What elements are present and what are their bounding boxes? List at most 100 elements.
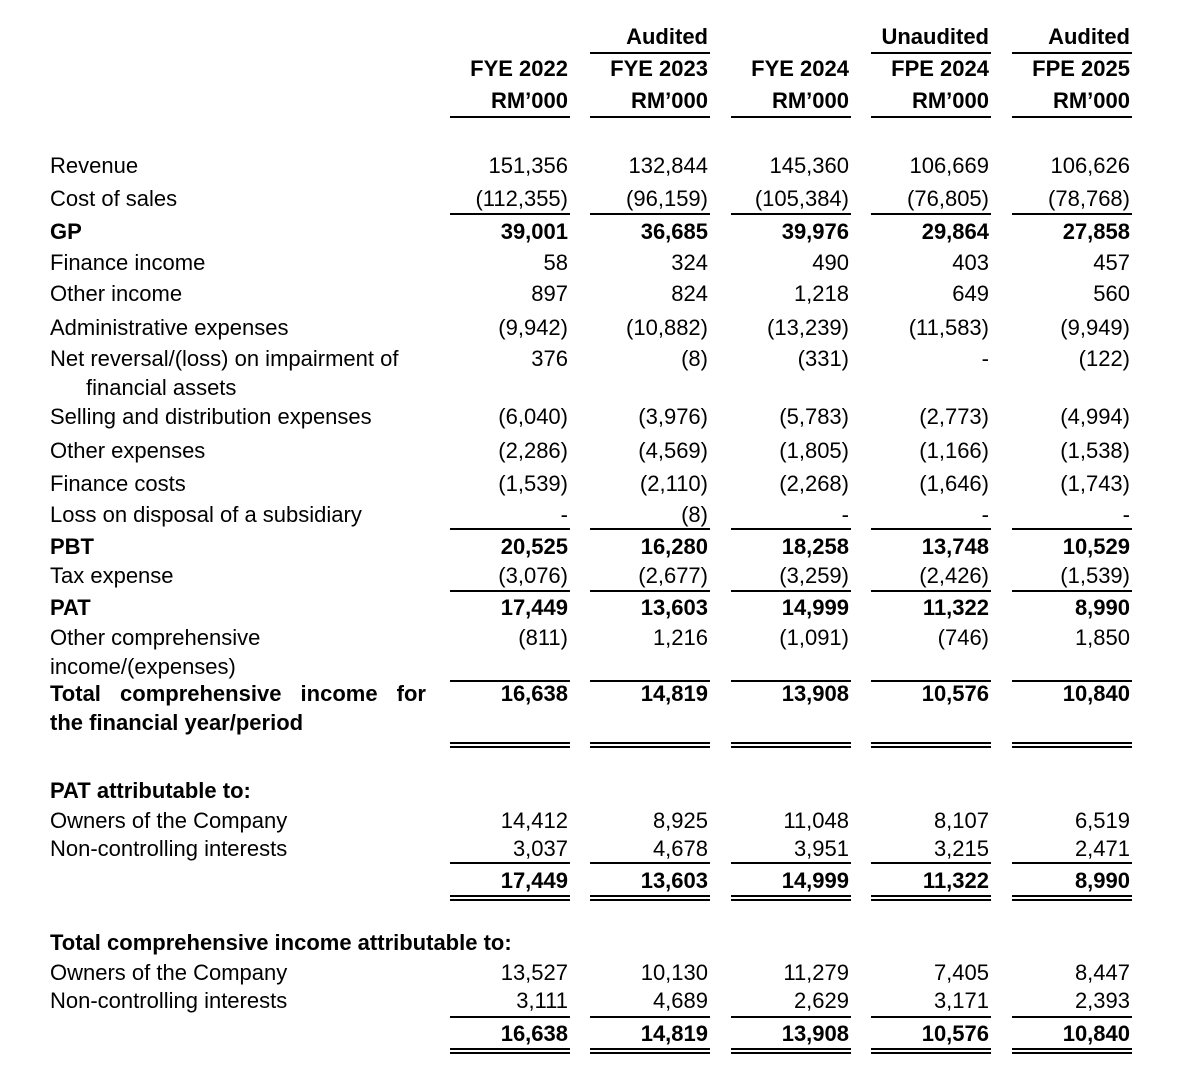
rule xyxy=(1012,746,1132,748)
rule xyxy=(871,590,991,592)
cell-value: 824 xyxy=(671,281,708,306)
rule xyxy=(731,899,851,901)
cell-value: 649 xyxy=(952,281,989,306)
cell-value: 106,669 xyxy=(909,153,989,178)
rule xyxy=(590,116,710,118)
row-label: Finance income xyxy=(50,250,206,275)
cell-value: (811) xyxy=(518,625,568,650)
cell-value: 3,171 xyxy=(933,988,989,1013)
cell-value: (331) xyxy=(797,346,849,371)
section-title: PAT attributable to: xyxy=(50,778,251,803)
rule xyxy=(871,1052,991,1054)
cell-value: (1,805) xyxy=(779,438,849,463)
cell-value: 1,218 xyxy=(793,281,849,306)
cell-value: 6,519 xyxy=(1074,808,1130,833)
cell-value: 106,626 xyxy=(1050,153,1130,178)
cell-value: 14,819 xyxy=(640,1021,708,1046)
cell-value: (1,166) xyxy=(919,438,989,463)
rule xyxy=(731,590,851,592)
cell-value: 10,840 xyxy=(1062,1021,1130,1046)
rule xyxy=(731,1052,851,1054)
row-label: Total comprehensive income for the finan… xyxy=(50,681,426,735)
row-label: Owners of the Company xyxy=(50,808,288,833)
cell-value: (112,355) xyxy=(475,186,568,211)
rule xyxy=(590,52,710,54)
cell-value: (5,783) xyxy=(779,404,849,429)
row-label: Non-controlling interests xyxy=(50,836,288,861)
rule xyxy=(871,1016,991,1018)
rule xyxy=(871,742,991,744)
rule xyxy=(1012,1016,1132,1018)
cell-value: 376 xyxy=(531,346,568,371)
cell-value: (13,239) xyxy=(767,315,849,340)
cell-value: 3,111 xyxy=(516,988,568,1013)
cell-value: (96,159) xyxy=(626,186,708,211)
cell-value: 10,130 xyxy=(640,960,708,985)
cell-value: 13,603 xyxy=(640,595,708,620)
rule xyxy=(731,746,851,748)
cell-value: 29,864 xyxy=(921,219,989,244)
rule xyxy=(1012,1048,1132,1050)
rule xyxy=(1012,590,1132,592)
cell-value: - xyxy=(841,502,849,527)
cell-value: - xyxy=(560,502,568,527)
rule xyxy=(450,1052,570,1054)
rule xyxy=(450,895,570,897)
rule xyxy=(731,862,851,864)
rule xyxy=(1012,116,1132,118)
rule xyxy=(1012,742,1132,744)
cell-value: - xyxy=(981,502,989,527)
cell-value: 10,529 xyxy=(1062,534,1130,559)
rule xyxy=(450,680,570,682)
cell-value: (3,259) xyxy=(779,563,849,588)
cell-value: 403 xyxy=(952,250,989,275)
rule xyxy=(1012,213,1132,215)
cell-value: 13,908 xyxy=(781,681,849,706)
cell-value: 151,356 xyxy=(488,153,568,178)
cell-value: (1,539) xyxy=(1060,563,1130,588)
cell-value: 20,525 xyxy=(500,534,568,559)
cell-value: 10,576 xyxy=(921,681,989,706)
cell-value: 16,280 xyxy=(640,534,708,559)
rule xyxy=(450,746,570,748)
cell-value: 27,858 xyxy=(1062,219,1130,244)
cell-value: 4,689 xyxy=(652,988,708,1013)
cell-value: (78,768) xyxy=(1048,186,1130,211)
rule xyxy=(590,1048,710,1050)
rule xyxy=(871,895,991,897)
cell-value: (1,646) xyxy=(919,471,989,496)
rule xyxy=(450,590,570,592)
rule xyxy=(590,680,710,682)
column-status: Unaudited xyxy=(881,24,989,49)
column-unit: RM’000 xyxy=(630,88,708,113)
cell-value: 11,322 xyxy=(922,595,989,620)
rule xyxy=(1012,52,1132,54)
rule xyxy=(871,116,991,118)
row-label: Non-controlling interests xyxy=(50,988,288,1013)
row-label: PAT xyxy=(50,595,91,620)
cell-value: 18,258 xyxy=(781,534,849,559)
cell-value: (2,110) xyxy=(639,471,708,496)
row-label: Selling and distribution expenses xyxy=(50,404,372,429)
cell-value: 14,819 xyxy=(640,681,708,706)
cell-value: 324 xyxy=(671,250,708,275)
rule xyxy=(871,680,991,682)
rule xyxy=(731,680,851,682)
cell-value: (1,538) xyxy=(1060,438,1130,463)
rule xyxy=(1012,528,1132,530)
cell-value: 3,215 xyxy=(933,836,989,861)
column-unit: RM’000 xyxy=(1052,88,1130,113)
rule xyxy=(871,862,991,864)
column-unit: RM’000 xyxy=(490,88,568,113)
cell-value: (1,091) xyxy=(779,625,849,650)
row-label: Net reversal/(loss) on impairment of fin… xyxy=(50,346,399,400)
row-label: Other income xyxy=(50,281,183,306)
cell-value: (6,040) xyxy=(498,404,568,429)
cell-value: 457 xyxy=(1093,250,1130,275)
row-label: Finance costs xyxy=(50,471,186,496)
cell-value: 11,322 xyxy=(922,868,989,893)
cell-value: (1,539) xyxy=(498,471,568,496)
rule xyxy=(871,746,991,748)
cell-value: 58 xyxy=(543,250,568,275)
rule xyxy=(871,899,991,901)
